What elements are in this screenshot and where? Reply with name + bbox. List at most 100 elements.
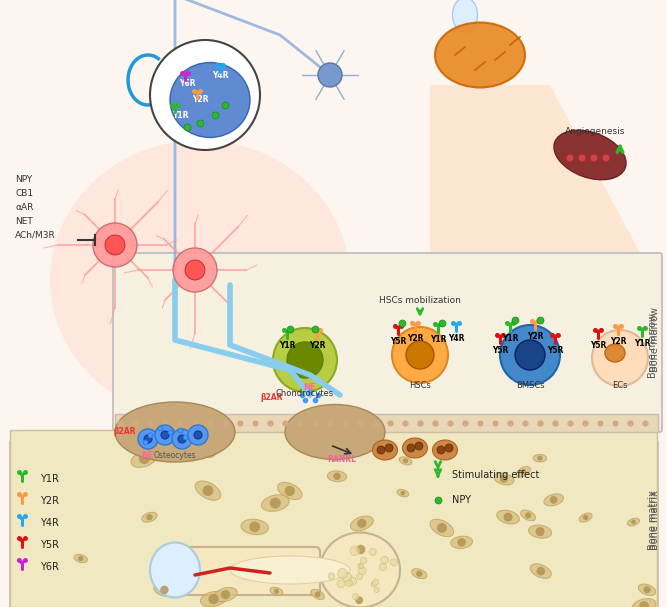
Circle shape xyxy=(400,490,405,495)
Ellipse shape xyxy=(451,536,472,549)
Circle shape xyxy=(146,514,153,520)
Text: Bone matrix: Bone matrix xyxy=(648,490,658,550)
Circle shape xyxy=(369,548,376,555)
Circle shape xyxy=(525,512,531,518)
Circle shape xyxy=(356,596,363,604)
Circle shape xyxy=(500,325,560,385)
Circle shape xyxy=(287,342,323,378)
Circle shape xyxy=(360,557,367,564)
Ellipse shape xyxy=(193,444,215,458)
Ellipse shape xyxy=(200,591,227,607)
Circle shape xyxy=(458,538,466,546)
Text: Bone marrow: Bone marrow xyxy=(650,308,660,373)
Text: Y1R: Y1R xyxy=(279,341,295,350)
Ellipse shape xyxy=(350,594,370,606)
Ellipse shape xyxy=(195,481,221,500)
Circle shape xyxy=(185,260,205,280)
Ellipse shape xyxy=(530,564,552,578)
Text: NE: NE xyxy=(141,450,154,459)
Circle shape xyxy=(200,446,209,455)
Circle shape xyxy=(138,429,158,449)
Text: Y2R: Y2R xyxy=(407,334,424,342)
Circle shape xyxy=(380,563,386,571)
Circle shape xyxy=(359,564,364,569)
Circle shape xyxy=(407,444,415,452)
Circle shape xyxy=(328,573,335,580)
Text: Y1R: Y1R xyxy=(634,339,650,348)
Text: NPY: NPY xyxy=(452,495,471,505)
Circle shape xyxy=(194,431,202,439)
Ellipse shape xyxy=(241,519,268,535)
Text: Y1R: Y1R xyxy=(40,474,59,484)
Circle shape xyxy=(566,154,574,162)
Ellipse shape xyxy=(349,543,373,557)
Circle shape xyxy=(221,590,230,599)
Text: Y5R: Y5R xyxy=(40,540,59,550)
Circle shape xyxy=(356,545,366,554)
Text: Chondrocytes: Chondrocytes xyxy=(276,388,334,398)
Circle shape xyxy=(160,586,169,594)
Text: Y2R: Y2R xyxy=(191,95,208,104)
Text: Y4R: Y4R xyxy=(211,70,228,80)
Circle shape xyxy=(602,154,610,162)
Circle shape xyxy=(203,485,213,496)
Circle shape xyxy=(583,515,588,520)
Circle shape xyxy=(592,330,648,386)
Ellipse shape xyxy=(270,587,283,595)
Circle shape xyxy=(139,453,150,464)
Circle shape xyxy=(385,444,393,452)
Circle shape xyxy=(188,425,208,445)
Circle shape xyxy=(173,248,217,292)
Ellipse shape xyxy=(497,510,520,524)
Circle shape xyxy=(343,572,352,582)
Ellipse shape xyxy=(402,438,428,458)
Circle shape xyxy=(270,498,281,509)
Ellipse shape xyxy=(170,63,250,138)
Text: HSCs: HSCs xyxy=(409,381,431,390)
Text: Y5R: Y5R xyxy=(547,345,563,354)
Ellipse shape xyxy=(554,131,626,180)
Circle shape xyxy=(392,327,448,383)
Ellipse shape xyxy=(399,457,412,465)
Circle shape xyxy=(381,557,388,564)
Circle shape xyxy=(346,580,352,586)
Circle shape xyxy=(406,341,434,369)
Ellipse shape xyxy=(277,483,302,500)
Circle shape xyxy=(172,429,192,449)
Ellipse shape xyxy=(412,569,427,578)
Text: Bone marrow: Bone marrow xyxy=(648,313,658,378)
Ellipse shape xyxy=(605,344,625,362)
Text: ACh/M3R: ACh/M3R xyxy=(15,231,56,240)
Circle shape xyxy=(500,475,508,483)
Circle shape xyxy=(372,579,379,585)
Circle shape xyxy=(590,154,598,162)
Text: NE: NE xyxy=(303,384,316,393)
Circle shape xyxy=(437,523,447,533)
Circle shape xyxy=(644,586,650,593)
Circle shape xyxy=(93,223,137,267)
Circle shape xyxy=(358,563,362,568)
FancyBboxPatch shape xyxy=(170,547,320,595)
Circle shape xyxy=(358,519,366,528)
Circle shape xyxy=(631,520,636,524)
Ellipse shape xyxy=(214,588,237,602)
Text: Stimulating effect: Stimulating effect xyxy=(452,470,540,480)
Circle shape xyxy=(155,425,175,445)
Ellipse shape xyxy=(632,599,656,607)
Text: NET: NET xyxy=(15,217,33,225)
Ellipse shape xyxy=(521,510,536,521)
Text: NPY: NPY xyxy=(15,174,32,183)
Ellipse shape xyxy=(115,402,235,462)
Ellipse shape xyxy=(327,471,347,482)
Ellipse shape xyxy=(516,467,530,477)
Circle shape xyxy=(504,512,512,521)
Circle shape xyxy=(403,458,408,463)
Ellipse shape xyxy=(435,22,525,87)
Circle shape xyxy=(578,154,586,162)
Circle shape xyxy=(348,577,357,585)
Circle shape xyxy=(371,582,376,587)
Text: Y1R: Y1R xyxy=(171,110,188,120)
Text: Bone matrix: Bone matrix xyxy=(650,490,660,550)
Text: Angiogenesis: Angiogenesis xyxy=(565,127,625,137)
Ellipse shape xyxy=(50,140,350,420)
